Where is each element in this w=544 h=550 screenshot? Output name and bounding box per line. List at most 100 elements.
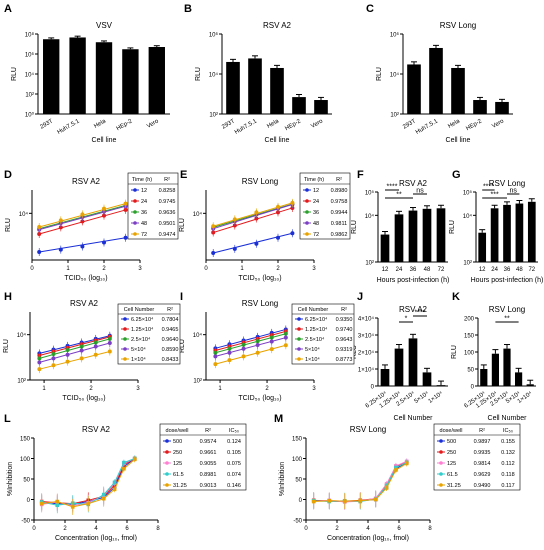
fit-line (215, 344, 286, 365)
table-header: Time (h) (304, 177, 324, 183)
data-point (290, 200, 295, 205)
table-header: Time (h) (132, 177, 152, 183)
table-cell: 0.9640 (162, 337, 179, 343)
table-cell: 0.124 (227, 439, 241, 445)
table-header: IC₅₀ (229, 428, 239, 434)
y-tick-label: -50 (293, 519, 302, 525)
data-point (93, 352, 98, 357)
x-tick-label: 2 (335, 526, 339, 532)
legend-swatch-marker (123, 347, 127, 351)
table-cell: 0.9490 (474, 483, 491, 489)
bar (226, 61, 240, 114)
data-point (37, 367, 42, 372)
table-cell: 0.9319 (336, 347, 353, 353)
data-point (255, 343, 260, 348)
table-cell: 0.105 (227, 450, 241, 456)
legend-swatch-marker (123, 337, 127, 341)
bar (43, 39, 60, 114)
table-cell: 61.5 (173, 472, 184, 478)
table-header: Cell Number (298, 307, 329, 313)
table-header: R² (205, 428, 211, 434)
chart-title: RSV Long (350, 425, 386, 434)
y-tick-label: 10² (365, 261, 374, 267)
data-point (290, 231, 295, 236)
legend-swatch-marker (165, 439, 169, 443)
table-cell: 0.9740 (336, 327, 353, 333)
bar (122, 49, 139, 114)
x-tick-label: Huh7.5.1 (57, 118, 82, 136)
data-point (65, 359, 70, 364)
fit-line (215, 333, 286, 354)
legend-swatch-marker (165, 461, 169, 465)
x-tick-label: 12 (479, 267, 486, 273)
legend-swatch-marker (439, 439, 443, 443)
data-point (80, 212, 85, 217)
bar (429, 47, 443, 114)
table-cell: 250 (173, 450, 182, 456)
x-tick-label: 6 (397, 526, 401, 532)
data-point (79, 356, 84, 361)
x-tick-label: 1 (218, 386, 222, 392)
data-point (311, 499, 316, 504)
legend-swatch-marker (297, 337, 301, 341)
table-cell: 0.9629 (474, 472, 491, 478)
bar (495, 101, 509, 114)
table-cell: 0.9013 (200, 483, 217, 489)
data-point (79, 348, 84, 353)
y-tick-label: 10² (25, 93, 34, 99)
table-cell: 5×10⁴ (305, 346, 320, 353)
panel-letter: L (4, 413, 11, 425)
y-tick-label: 10⁴ (209, 72, 219, 79)
panel-h: RSV A2 RLU 10² 10⁴ 1 2 3 TCID₅₀ (log₁₀) (3, 299, 140, 402)
x-tick-label: 24 (491, 267, 498, 273)
panel-letter: F (357, 169, 364, 181)
data-point (254, 241, 259, 246)
y-tick-label: 50 (295, 478, 302, 484)
data-point (211, 250, 216, 255)
x-tick-label: Hela (447, 118, 461, 130)
table-cell: 6.25×10⁴ (305, 316, 328, 323)
x-tick-label: 0 (32, 526, 36, 532)
table-cell: 0.9055 (200, 461, 217, 467)
bar (478, 232, 487, 262)
table-cell: 0.146 (227, 483, 241, 489)
y-tick-label: 100 (464, 351, 475, 357)
fit-line (213, 207, 293, 234)
chart-title: RSV Long (440, 21, 476, 30)
bar (436, 385, 446, 386)
bar (503, 348, 511, 386)
x-tick-label: Huh7.5.1 (415, 118, 440, 136)
y-tick-label: 10⁴ (463, 213, 473, 220)
y-tick-label: 50 (467, 368, 474, 374)
bar (515, 372, 523, 386)
x-tick-label: Vero (310, 118, 324, 130)
bar (526, 384, 534, 386)
y-axis-label: RLU (11, 67, 18, 81)
panel-letter: G (452, 169, 461, 181)
table-cell: 1.25×10⁴ (305, 326, 328, 333)
x-tick-label: 0 (30, 266, 34, 272)
data-point (65, 352, 70, 357)
bar (394, 348, 404, 386)
fit-line (213, 232, 293, 254)
data-point (58, 218, 63, 223)
data-point (358, 498, 363, 503)
table-cell: 0.8773 (336, 357, 353, 363)
fit-line (39, 351, 110, 370)
panel-letter: B (184, 3, 192, 15)
data-point (283, 335, 288, 340)
table-cell: 0.9814 (474, 461, 491, 467)
table-cell: 72 (313, 232, 319, 238)
y-axis-label: RLU (179, 218, 186, 232)
panel-i: RSV Long RLU 10² 10⁴ 1 2 3 TCID₅₀ (log₁₀) (179, 299, 316, 402)
significance-label: ns (509, 188, 517, 195)
legend-swatch-marker (133, 188, 137, 192)
data-point (241, 354, 246, 359)
table-header: dose/well (440, 428, 463, 434)
fit-line (213, 203, 293, 228)
x-tick-label: 2 (89, 386, 93, 392)
table-cell: 12 (141, 188, 147, 194)
legend-swatch-marker (439, 472, 443, 476)
bar (314, 100, 328, 114)
